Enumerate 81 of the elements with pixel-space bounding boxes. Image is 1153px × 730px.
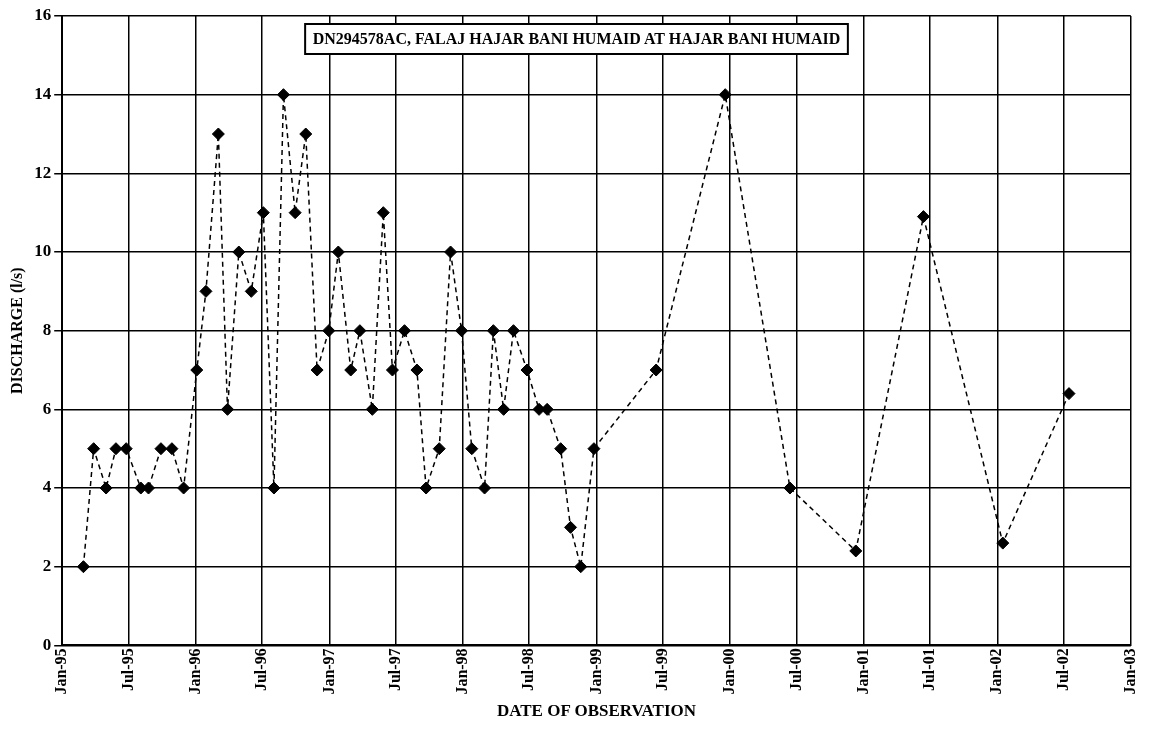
- point: [718, 88, 732, 102]
- x-tick-label: Jul-02: [1053, 648, 1071, 692]
- x-tick-label: Jan-96: [185, 648, 203, 695]
- y-tick-label: 16: [34, 5, 52, 25]
- point: [783, 481, 797, 495]
- x-tick-label: Jan-97: [319, 648, 337, 695]
- point: [244, 284, 258, 298]
- point: [199, 284, 213, 298]
- point: [256, 206, 270, 220]
- point: [455, 324, 469, 338]
- point: [916, 210, 930, 224]
- text: DN294578AC, FALAJ HAJAR BANI HUMAID AT HAJAR BANI HUMAID: [312, 30, 841, 48]
- point: [419, 481, 433, 495]
- point: [232, 245, 246, 259]
- point: [996, 536, 1010, 550]
- point: [344, 363, 358, 377]
- point: [564, 520, 578, 534]
- point: [520, 363, 534, 377]
- point: [76, 560, 90, 574]
- y-tick-label: 12: [34, 162, 52, 182]
- x-axis-title: DATE OF OBSERVATION: [496, 701, 697, 721]
- x-tick-label: Jul-99: [652, 648, 670, 692]
- point: [299, 127, 313, 141]
- point: [849, 544, 863, 558]
- point: [574, 560, 588, 574]
- x-tick-label: Jul-96: [252, 648, 270, 692]
- y-tick-label: 2: [42, 556, 52, 576]
- point: [465, 442, 479, 456]
- point: [353, 324, 367, 338]
- point: [165, 442, 179, 456]
- point: [376, 206, 390, 220]
- point: [649, 363, 663, 377]
- y-tick-label: 14: [34, 84, 52, 104]
- point: [142, 481, 156, 495]
- x-tick-label: Jul-00: [786, 648, 804, 692]
- point: [385, 363, 399, 377]
- point: [310, 363, 324, 377]
- point: [211, 127, 225, 141]
- point: [87, 442, 101, 456]
- point: [109, 442, 123, 456]
- y-axis-title: DISCHARGE (l/s): [7, 267, 26, 395]
- point: [99, 481, 113, 495]
- point: [221, 402, 234, 416]
- point: [119, 442, 133, 456]
- point: [444, 245, 458, 259]
- x-tick-label: Jan-02: [987, 648, 1005, 695]
- point: [497, 402, 511, 416]
- point: [540, 402, 554, 416]
- point: [554, 442, 568, 456]
- y-tick-label: 8: [42, 320, 52, 340]
- point: [410, 363, 424, 377]
- x-tick-label: Jul-95: [118, 648, 136, 692]
- x-tick-label: Jul-97: [385, 648, 403, 692]
- point: [288, 206, 302, 220]
- point: [322, 324, 336, 338]
- point: [506, 324, 520, 338]
- point: [276, 88, 290, 102]
- x-tick-label: Jul-01: [920, 648, 938, 692]
- x-tick-label: Jan-95: [52, 648, 70, 695]
- y-tick-label: 10: [34, 241, 52, 261]
- y-tick-label: 6: [42, 398, 52, 418]
- x-tick-label: Jan-99: [586, 648, 604, 695]
- point: [331, 245, 345, 259]
- point: [365, 402, 379, 416]
- x-tick-label: Jan-00: [720, 648, 738, 695]
- point: [190, 363, 204, 377]
- point: [154, 442, 168, 456]
- x-tick-label: Jan-01: [853, 648, 871, 695]
- point: [267, 481, 281, 495]
- point: [587, 442, 601, 456]
- y-tick-label: 4: [42, 477, 52, 497]
- x-tick-label: Jul-98: [519, 648, 537, 692]
- point: [177, 481, 191, 495]
- point: [398, 324, 411, 338]
- x-tick-label: Jan-03: [1120, 648, 1138, 695]
- point: [432, 442, 446, 456]
- point: [1062, 387, 1076, 401]
- y-tick-label: 0: [42, 634, 52, 654]
- x-tick-label: Jan-98: [453, 648, 471, 695]
- point: [486, 324, 500, 338]
- point: [478, 481, 492, 495]
